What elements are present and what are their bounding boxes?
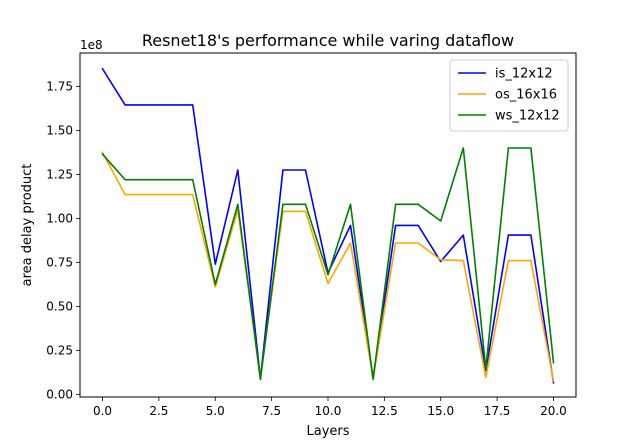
x-tick-label: 17.5 (484, 404, 511, 418)
y-tick-label: 0.75 (46, 255, 73, 269)
y-axis-label: area delay product (20, 164, 35, 287)
y-tick-label: 0.00 (46, 387, 73, 401)
x-tick-label: 15.0 (427, 404, 454, 418)
x-axis: 0.0 2.5 5.0 7.5 10.0 12.5 15.0 17.5 20.0 (93, 397, 567, 418)
series-line-os_16x16 (101, 151, 555, 383)
y-offset-label: 1e8 (80, 38, 103, 52)
legend-label-is_12x12: is_12x12 (495, 67, 553, 82)
y-tick-label: 1.75 (46, 79, 73, 93)
y-tick-label: 0.50 (46, 299, 73, 313)
legend-box (449, 59, 569, 132)
legend: is_12x12 os_16x16 ws_12x12 (449, 59, 569, 132)
x-tick-label: 0.0 (93, 404, 112, 418)
legend-label-os_16x16: os_16x16 (495, 88, 557, 103)
x-tick-label: 10.0 (315, 404, 342, 418)
y-tick-label: 1.00 (46, 211, 73, 225)
y-tick-label: 1.50 (46, 123, 73, 137)
chart-title: Resnet18's performance while varing data… (142, 31, 514, 50)
x-tick-label: 2.5 (149, 404, 168, 418)
x-tick-label: 5.0 (206, 404, 225, 418)
series-line-ws_12x12 (101, 147, 555, 381)
x-tick-label: 7.5 (262, 404, 281, 418)
y-axis: 0.00 0.25 0.50 0.75 1.00 1.25 1.50 1.75 (46, 79, 80, 401)
y-tick-label: 0.25 (46, 343, 73, 357)
x-tick-label: 12.5 (371, 404, 398, 418)
x-axis-label: Layers (306, 424, 349, 439)
legend-label-ws_12x12: ws_12x12 (495, 109, 560, 124)
series-layer (101, 67, 555, 384)
y-tick-label: 1.25 (46, 167, 73, 181)
x-tick-label: 20.0 (540, 404, 567, 418)
